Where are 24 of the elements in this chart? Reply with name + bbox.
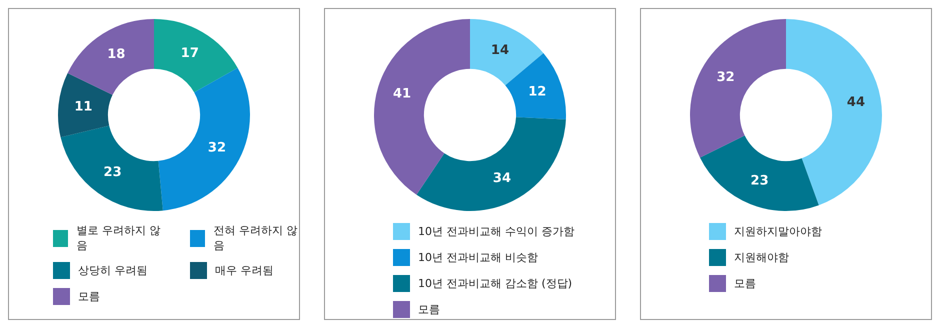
data-label: 34: [492, 170, 512, 186]
legend-label: 별로 우려하지 않음: [76, 223, 162, 253]
data-label: 18: [107, 47, 126, 62]
data-label: 11: [74, 100, 92, 115]
data-label: 14: [490, 42, 510, 58]
data-label: 23: [104, 165, 122, 180]
legend-label: 10년 전과비교해 비슷함: [418, 250, 538, 265]
data-label: 44: [846, 95, 866, 110]
legend-label: 10년 전과비교해 수익이 증가함: [418, 224, 574, 239]
legend-label: 모름: [78, 289, 100, 304]
data-label: 12: [528, 84, 546, 100]
legend-label: 전혀 우려하지 않음: [213, 223, 298, 253]
legend-label: 지원해야함: [734, 250, 789, 265]
legend-label: 모름: [734, 276, 756, 291]
legend-label: 매우 우려됨: [215, 263, 274, 278]
legend-label: 10년 전과비교해 감소함 (정답): [418, 276, 572, 291]
data-label: 41: [392, 86, 412, 102]
legend-label: 상당히 우려됨: [78, 263, 148, 278]
legend-label: 지원하지말아야함: [734, 224, 822, 239]
data-label: 17: [180, 46, 199, 62]
data-label: 32: [716, 70, 735, 85]
legend-label: 모름: [418, 302, 440, 317]
data-label: 23: [750, 173, 769, 188]
data-label: 32: [208, 140, 226, 156]
